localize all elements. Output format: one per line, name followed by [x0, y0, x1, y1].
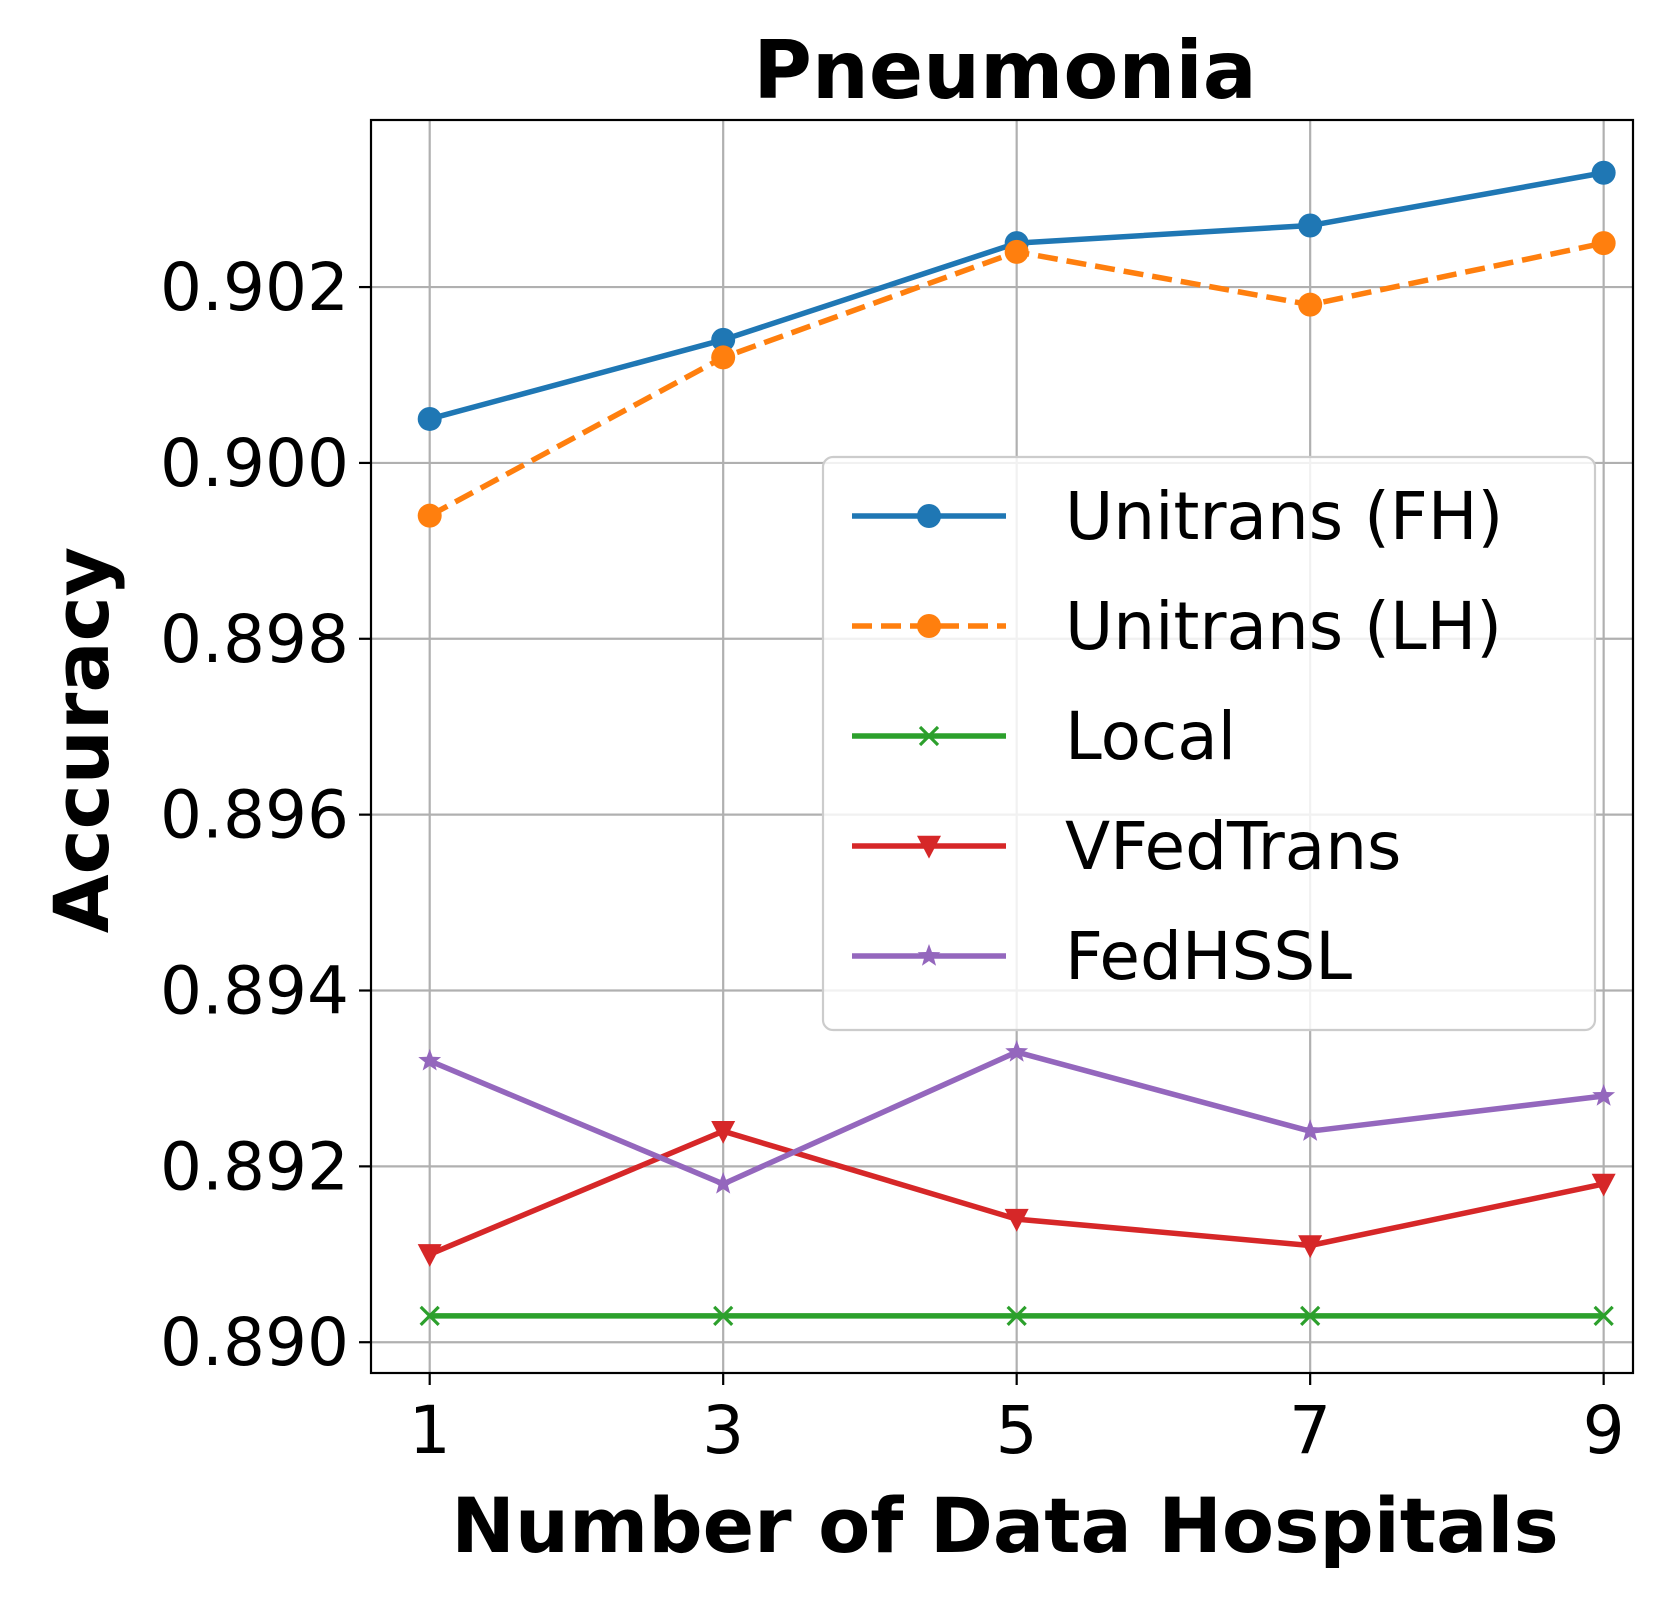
legend-entry: FedHSSL: [852, 918, 1352, 995]
x-tick-label: 7: [1289, 1392, 1331, 1469]
legend-label: VFedTrans: [1065, 808, 1401, 885]
x-tick-label: 5: [996, 1392, 1038, 1469]
data-point: [1298, 213, 1323, 238]
y-tick-label: 0.892: [160, 1128, 349, 1205]
legend-entry: Unitrans (FH): [852, 478, 1503, 555]
legend-entry: Unitrans (LH): [852, 588, 1502, 665]
series-local: [419, 1305, 1614, 1326]
data-point: [1300, 1305, 1321, 1326]
legend-marker: [917, 835, 941, 859]
axes-frame: [369, 118, 1635, 1375]
data-point: [711, 1171, 735, 1194]
legend-marker: [917, 944, 941, 966]
x-axis-label: Number of Data Hospitals: [451, 1481, 1558, 1570]
x-tick-label: 1: [409, 1392, 451, 1469]
data-point: [1298, 292, 1323, 317]
series-vfedtrans: [417, 1120, 1616, 1267]
legend-marker: [918, 725, 940, 747]
data-point: [418, 1048, 442, 1071]
data-point: [417, 503, 442, 528]
legend-label: Unitrans (LH): [1065, 588, 1502, 665]
y-tick-label: 0.894: [160, 953, 349, 1030]
data-point: [1593, 1305, 1614, 1326]
legend-marker: [917, 504, 941, 528]
data-point: [1004, 239, 1029, 264]
series-lines: [417, 160, 1616, 1326]
chart-title: Pneumonia: [753, 24, 1256, 117]
x-tick-label: 3: [702, 1392, 744, 1469]
y-axis-label: Accuracy: [37, 547, 126, 933]
data-point: [1591, 160, 1616, 185]
data-point: [417, 406, 442, 431]
data-point: [711, 327, 736, 352]
legend-label: FedHSSL: [1065, 918, 1352, 995]
x-tick-label: 9: [1583, 1392, 1625, 1469]
data-point: [417, 1244, 442, 1267]
y-tick-label: 0.900: [160, 425, 349, 502]
data-point: [1592, 1084, 1616, 1106]
legend-label: Local: [1065, 698, 1236, 775]
y-tick-label: 0.890: [160, 1304, 349, 1381]
legend-label: Unitrans (FH): [1065, 478, 1503, 555]
legend-box: [821, 455, 1597, 1032]
data-point: [1004, 1208, 1029, 1232]
data-point: [711, 345, 736, 370]
legend-entry: Local: [852, 698, 1236, 775]
data-point: [1591, 231, 1616, 256]
series-fedhssl: [418, 1040, 1616, 1194]
data-point: [1591, 1173, 1616, 1197]
y-tick-label: 0.896: [160, 777, 349, 854]
series-unitrans-lh: [417, 231, 1616, 528]
data-point: [1298, 1235, 1323, 1259]
data-point: [711, 1120, 736, 1144]
data-point: [419, 1305, 440, 1326]
axis-ticks: 1 3 5 7 9 0.890 0.892 0.894 0.896 0.898 0.900 0.902: [160, 249, 1625, 1469]
data-point: [1298, 1119, 1322, 1141]
legend-marker: [917, 614, 941, 638]
data-point: [1006, 1305, 1027, 1326]
data-point: [713, 1305, 734, 1326]
data-point: [1005, 1040, 1029, 1062]
y-tick-label: 0.898: [160, 601, 349, 678]
y-tick-label: 0.902: [160, 249, 349, 326]
legend-entry: VFedTrans: [852, 808, 1401, 885]
legend: Unitrans (FH) Unitrans (LH) Local VFedTrans…: [821, 455, 1597, 1032]
